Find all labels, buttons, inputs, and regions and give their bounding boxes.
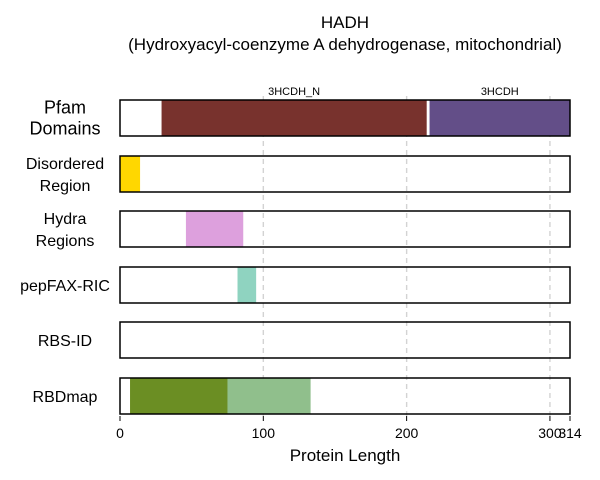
track-label-pfam-0: Pfam (44, 98, 86, 118)
domain-label-0: 3HCDH_N (268, 86, 320, 98)
x-tick-label-2: 200 (395, 425, 419, 441)
track-frames (119, 99, 571, 415)
x-tick-label-3: 300 (538, 425, 562, 441)
track-label-hydra-0: Hydra (44, 211, 87, 228)
track-label-disordered-1: Region (40, 178, 91, 195)
x-axis-label: Protein Length (290, 446, 401, 465)
track-label-pepfax-0: pepFAX-RIC (20, 278, 110, 295)
track-label-rbsid-0: RBS-ID (38, 333, 92, 350)
pepfax-segment-0 (237, 267, 257, 303)
grid-lines (262, 96, 551, 416)
track-label-hydra-1: Regions (36, 233, 95, 250)
pfam-track-frame (119, 99, 571, 137)
segments-layer (120, 100, 570, 414)
hydra-segment-0 (185, 211, 244, 247)
pepfax-track-frame (119, 266, 571, 304)
rbdmap-segment-0 (130, 378, 228, 414)
rbdmap-track-frame (119, 377, 571, 415)
track-label-rbdmap-0: RBDmap (33, 389, 98, 406)
rbsid-track-frame (119, 321, 571, 359)
track-label-pfam-1: Domains (29, 119, 100, 139)
chart-title: HADH (321, 13, 369, 32)
domain-label-1: 3HCDH (481, 86, 519, 98)
hydra-track-frame (119, 210, 571, 248)
chart-subtitle: (Hydroxyacyl-coenzyme A dehydrogenase, m… (128, 35, 562, 54)
rbdmap-segment-1 (227, 378, 311, 414)
pfam-segment-0 (161, 100, 427, 136)
x-tick-label-1: 100 (252, 425, 276, 441)
disordered-track-frame (119, 155, 571, 193)
x-tick-label-0: 0 (116, 425, 124, 441)
track-label-disordered-0: Disordered (26, 156, 104, 173)
disordered-segment-0 (120, 156, 141, 192)
x-tick-label-4: 314 (558, 425, 582, 441)
pfam-segment-1 (429, 100, 570, 136)
